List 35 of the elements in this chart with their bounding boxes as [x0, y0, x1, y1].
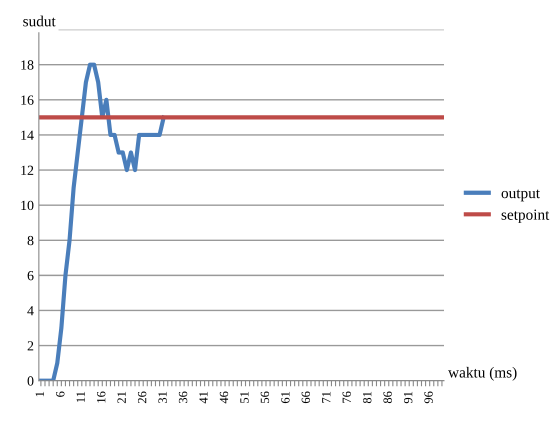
x-tick-label: 96	[424, 391, 433, 404]
y-tick-label: 14	[21, 130, 34, 140]
y-tick-label: 18	[21, 60, 34, 70]
x-tick-label: 91	[404, 392, 412, 404]
y-tick-label: 4	[27, 306, 34, 316]
x-tick-label: 31	[158, 392, 167, 404]
x-tick-label: 6	[56, 391, 64, 397]
x-tick-label: 36	[178, 391, 188, 404]
x-tick-label: 51	[240, 392, 249, 403]
x-tick-label: 1	[36, 392, 44, 396]
x-tick-label: 46	[220, 391, 228, 404]
x-tick-label: 86	[383, 391, 392, 404]
y-tick-label: 16	[21, 95, 34, 105]
x-tick-label: 71	[322, 392, 330, 403]
y-tick-label: 6	[28, 270, 34, 280]
x-tick-label: 16	[97, 391, 106, 403]
x-tick-label: 26	[138, 391, 146, 404]
y-tick-label: 12	[21, 166, 34, 175]
x-tick-label: 41	[199, 392, 208, 404]
legend-label: output	[502, 189, 540, 202]
line-series	[38, 62, 166, 381]
x-tick-label: 56	[260, 391, 270, 403]
x-tick-label: 81	[362, 392, 372, 404]
y-tick-label: 2	[28, 341, 34, 350]
y-axis-title: sudut	[23, 16, 56, 26]
y-tick-label: 10	[21, 200, 34, 210]
x-tick-label: 76	[342, 391, 351, 403]
x-axis-title: waktu (ms)	[448, 366, 517, 381]
y-tick-label: 8	[28, 236, 34, 246]
x-tick-label: 11	[76, 392, 85, 402]
x-tick-label: 61	[281, 392, 290, 404]
x-tick-label: 66	[302, 391, 310, 404]
y-tick-label: 0	[28, 376, 34, 386]
legend-label: setpoint	[502, 210, 550, 223]
x-tick-label: 21	[117, 392, 126, 404]
